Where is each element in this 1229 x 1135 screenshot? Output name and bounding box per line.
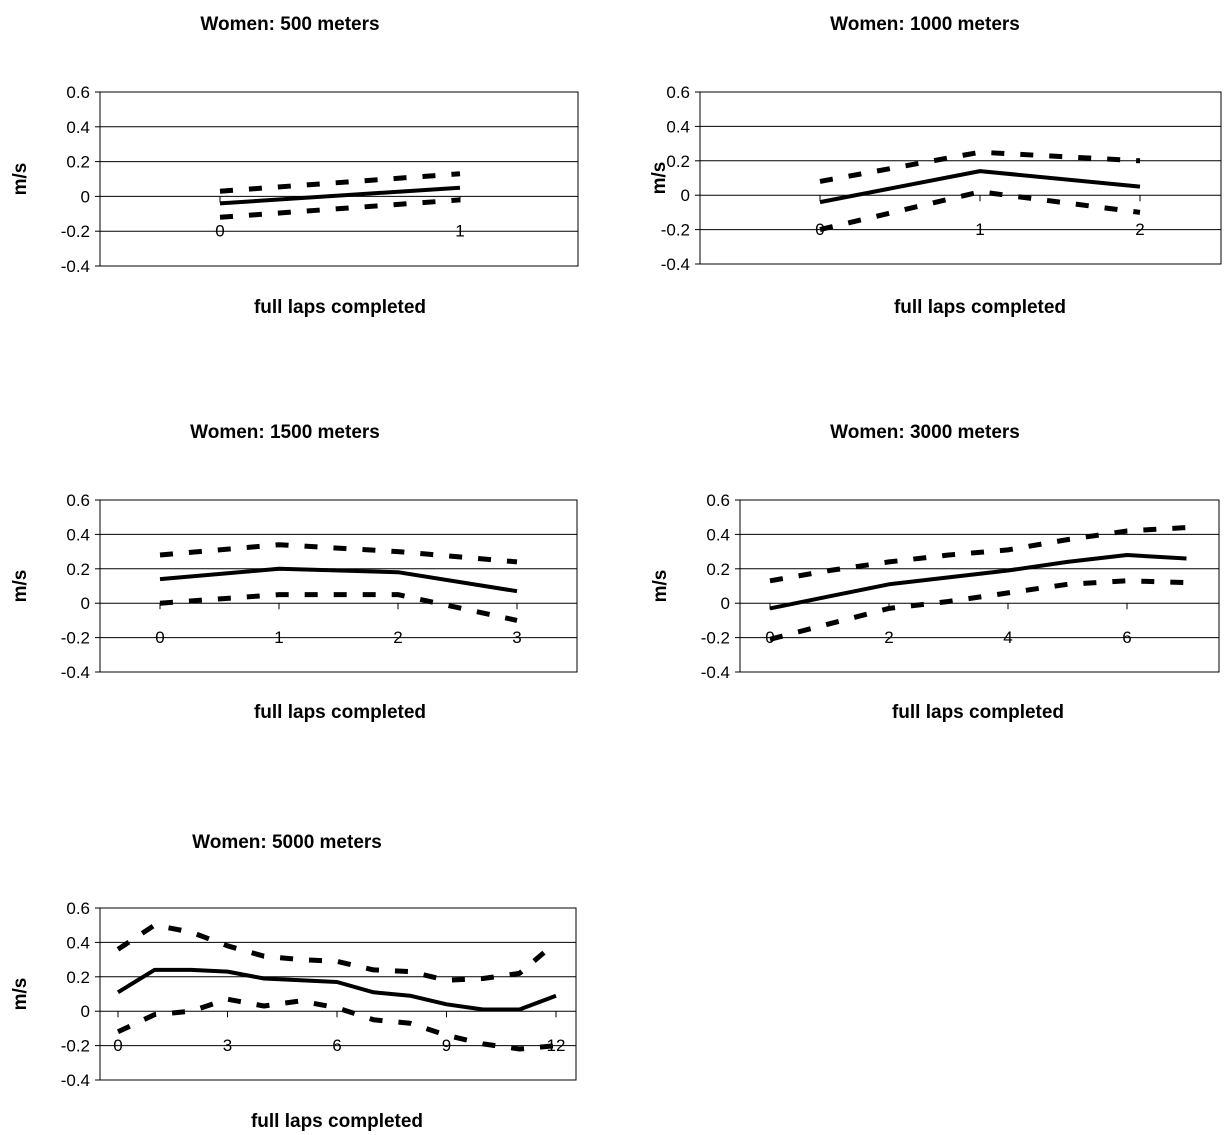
- y-axis-label: m/s: [649, 162, 670, 195]
- x-tick-label: 1: [975, 220, 984, 239]
- series-bound-line: [819, 149, 1141, 184]
- chart-title: Women: 3000 meters: [830, 422, 1020, 443]
- x-tick-label: 1: [274, 628, 283, 647]
- y-tick-label: 0.2: [66, 968, 90, 987]
- y-tick-label: 0: [81, 1002, 90, 1021]
- plot-frame: [739, 499, 1220, 673]
- series-bound-line: [769, 578, 1187, 642]
- y-tick-label: 0: [681, 186, 690, 205]
- x-tick-label: 3: [512, 628, 521, 647]
- y-tick-label: -0.2: [61, 629, 90, 648]
- series-mean-line: [219, 185, 461, 206]
- y-tick-label: -0.4: [61, 257, 90, 276]
- chart-panel: Women: 1500 meters 0.6 0.4 0.2 0 -0.2 -0.4 0 1 2 3…: [10, 422, 578, 723]
- y-tick-label: -0.4: [661, 255, 690, 274]
- y-tick-label: -0.2: [661, 221, 690, 240]
- y-tick-label: 0.6: [66, 491, 90, 510]
- plot-frame: [699, 91, 1222, 265]
- x-tick-label: 3: [223, 1036, 232, 1055]
- y-tick-label: 0.4: [66, 118, 90, 137]
- y-tick-label: 0.6: [666, 83, 690, 102]
- y-tick-label: -0.4: [61, 1071, 90, 1090]
- x-tick-label: 0: [155, 628, 164, 647]
- y-tick-label: 0.4: [706, 525, 730, 544]
- y-axis-label: m/s: [10, 978, 31, 1011]
- y-tick-label: 0: [721, 594, 730, 613]
- plot-frame: [99, 907, 577, 1081]
- y-tick-label: 0.2: [66, 153, 90, 172]
- y-tick-label: 0.2: [666, 152, 690, 171]
- series-bound-line: [159, 542, 518, 565]
- x-tick-label: 0: [215, 221, 224, 240]
- series-bound-line: [819, 189, 1141, 233]
- series-mean-line: [159, 566, 518, 594]
- chart-panel: Women: 500 meters 0.6 0.4 0.2 0 -0.2 -0.4 0 1 ful…: [10, 14, 579, 318]
- chart-title: Women: 500 meters: [200, 14, 379, 35]
- y-tick-label: 0.2: [706, 560, 730, 579]
- y-tick-label: 0: [81, 594, 90, 613]
- x-axis-label: full laps completed: [254, 702, 426, 723]
- chart-panel: Women: 1000 meters 0.6 0.4 0.2 0 -0.2 -0.4 0 1 2 f…: [649, 14, 1222, 318]
- series-bound-line: [116, 996, 557, 1052]
- x-tick-label: 0: [113, 1036, 122, 1055]
- x-tick-label: 6: [332, 1036, 341, 1055]
- series-bound-line: [769, 525, 1187, 584]
- x-tick-label: 9: [442, 1036, 451, 1055]
- y-tick-label: 0.6: [706, 491, 730, 510]
- plot-frame: [99, 91, 579, 267]
- y-tick-label: -0.2: [701, 629, 730, 648]
- y-tick-label: 0.6: [66, 899, 90, 918]
- series-mean-line: [116, 967, 557, 1012]
- y-axis-label: m/s: [650, 570, 671, 603]
- y-tick-label: 0: [81, 187, 90, 206]
- plot-frame: [99, 499, 578, 673]
- x-tick-label: 0: [815, 220, 824, 239]
- y-tick-label: 0.4: [666, 117, 690, 136]
- series-mean-line: [769, 553, 1187, 611]
- series-mean-line: [819, 169, 1141, 205]
- series-bound-line: [159, 592, 518, 623]
- x-tick-label: 4: [1003, 628, 1012, 647]
- series-bound-line: [219, 197, 461, 220]
- x-tick-label: 2: [393, 628, 402, 647]
- chart-title: Women: 1500 meters: [190, 422, 380, 443]
- x-tick-label: 1: [455, 221, 464, 240]
- chart-title: Women: 5000 meters: [192, 832, 382, 853]
- x-axis-label: full laps completed: [892, 702, 1064, 723]
- y-axis-label: m/s: [10, 163, 31, 196]
- x-axis-label: full laps completed: [254, 297, 426, 318]
- y-tick-label: -0.2: [61, 1037, 90, 1056]
- x-tick-label: 2: [1135, 220, 1144, 239]
- x-tick-label: 12: [547, 1036, 566, 1055]
- series-bound-line: [116, 922, 558, 983]
- x-axis-label: full laps completed: [894, 297, 1066, 318]
- y-axis-label: m/s: [10, 570, 31, 603]
- series-bound-line: [219, 171, 461, 194]
- x-tick-label: 6: [1122, 628, 1131, 647]
- y-tick-label: 0.2: [66, 560, 90, 579]
- y-tick-label: 0.6: [66, 83, 90, 102]
- x-axis-label: full laps completed: [251, 1111, 423, 1132]
- y-tick-label: -0.4: [701, 663, 730, 682]
- y-tick-label: 0.4: [66, 525, 90, 544]
- chart-panel: Women: 5000 meters 0.6 0.4 0.2 0 -0.2 -0.4 0 3 6 9…: [10, 832, 577, 1132]
- y-tick-label: -0.2: [61, 222, 90, 241]
- chart-title: Women: 1000 meters: [830, 14, 1020, 35]
- y-tick-label: -0.4: [61, 663, 90, 682]
- x-tick-label: 2: [884, 628, 893, 647]
- y-tick-label: 0.4: [66, 933, 90, 952]
